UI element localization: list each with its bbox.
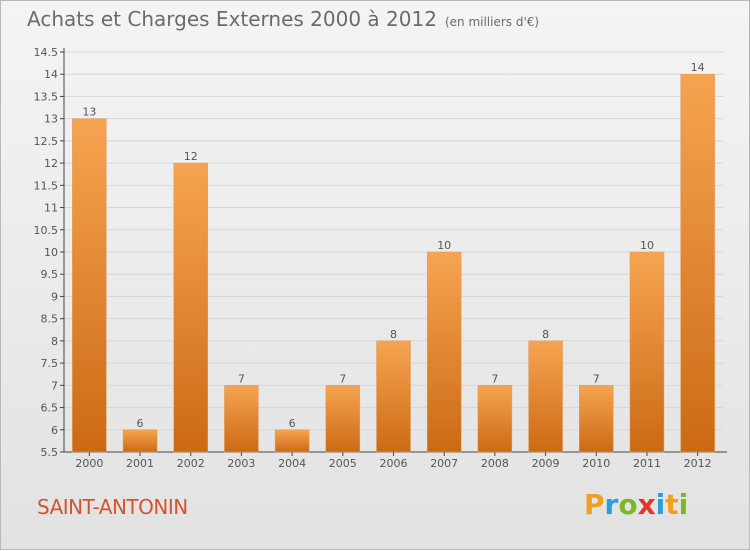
bar-value-label: 12 xyxy=(184,150,198,163)
bar-value-label: 10 xyxy=(437,239,451,252)
bar-value-label: 8 xyxy=(542,328,549,341)
y-tick-label: 10.5 xyxy=(34,224,59,237)
y-tick-label: 6 xyxy=(51,424,58,437)
bar-value-label: 7 xyxy=(593,372,600,385)
bar-2004 xyxy=(274,429,310,453)
x-tick-label: 2002 xyxy=(177,457,205,470)
logo-letter: x xyxy=(637,488,656,521)
logo-letter: o xyxy=(618,488,638,521)
x-tick-label: 2007 xyxy=(430,457,458,470)
x-tick-label: 2006 xyxy=(380,457,408,470)
y-tick-label: 14 xyxy=(44,68,58,81)
x-tick-label: 2000 xyxy=(75,457,103,470)
x-tick-label: 2010 xyxy=(582,457,610,470)
bar-value-label: 13 xyxy=(82,106,96,119)
chart-title: Achats et Charges Externes 2000 à 2012 (e… xyxy=(27,7,539,31)
x-tick-label: 2009 xyxy=(532,457,560,470)
y-tick-label: 13.5 xyxy=(34,90,59,103)
bar-2003 xyxy=(224,385,259,453)
logo-letter: r xyxy=(604,488,619,521)
bars xyxy=(72,73,715,453)
y-tick-label: 8.5 xyxy=(41,313,59,326)
logo-letter: P xyxy=(584,488,605,521)
bar-2011 xyxy=(629,251,665,453)
logo-letter: i xyxy=(678,488,689,521)
logo-letter: i xyxy=(655,488,666,521)
proxiti-logo: Proxiti xyxy=(584,488,688,521)
bar-2000 xyxy=(72,118,107,453)
x-tick-label: 2012 xyxy=(684,457,712,470)
labels: 5.5 6 6.5 7 7.5 8 8.5 9 9.5 10 10.5 11 11.5 12 12.5 13 1… xyxy=(34,46,712,470)
x-tick-label: 2003 xyxy=(227,457,255,470)
bar-2005 xyxy=(325,385,361,453)
y-tick-label: 6.5 xyxy=(41,402,59,415)
y-tick-label: 14.5 xyxy=(34,46,59,59)
chart-subtitle: (en milliers d'€) xyxy=(444,15,540,29)
logo-letter: t xyxy=(665,488,679,521)
x-tick-label: 2001 xyxy=(126,457,154,470)
bar-2001 xyxy=(122,429,158,453)
y-tick-label: 9.5 xyxy=(41,268,59,281)
bar-value-label: 7 xyxy=(238,372,245,385)
bar-2007 xyxy=(426,251,462,453)
bar-value-label: 6 xyxy=(289,417,296,430)
bar-value-label: 7 xyxy=(491,372,498,385)
y-tick-label: 11 xyxy=(44,202,58,215)
y-tick-label: 7.5 xyxy=(41,357,59,370)
x-tick-label: 2011 xyxy=(633,457,661,470)
bar-2010 xyxy=(579,385,614,453)
y-tick-label: 10 xyxy=(44,246,58,259)
y-tick-label: 9 xyxy=(51,290,58,303)
y-tick-label: 11.5 xyxy=(34,179,59,192)
bar-value-label: 8 xyxy=(390,328,397,341)
bar-2002 xyxy=(173,162,208,453)
y-tick-label: 7 xyxy=(51,379,58,392)
x-tick-label: 2004 xyxy=(278,457,306,470)
x-tick-label: 2008 xyxy=(481,457,509,470)
bar-value-label: 10 xyxy=(640,239,654,252)
y-tick-label: 5.5 xyxy=(41,446,59,459)
x-tick-label: 2005 xyxy=(329,457,357,470)
bar-2006 xyxy=(376,340,411,453)
y-tick-label: 12.5 xyxy=(34,135,59,148)
bar-value-label: 14 xyxy=(691,61,705,74)
bar-2008 xyxy=(477,385,513,453)
bar-2009 xyxy=(528,340,563,453)
bar-2012 xyxy=(680,73,715,453)
bar-value-label: 6 xyxy=(137,417,144,430)
y-tick-label: 12 xyxy=(44,157,58,170)
y-tick-label: 13 xyxy=(44,113,58,126)
commune-name: SAINT-ANTONIN xyxy=(37,495,188,519)
y-tick-label: 8 xyxy=(51,335,58,348)
chart-title-text: Achats et Charges Externes 2000 à 2012 xyxy=(27,7,437,31)
bar-value-label: 7 xyxy=(339,372,346,385)
